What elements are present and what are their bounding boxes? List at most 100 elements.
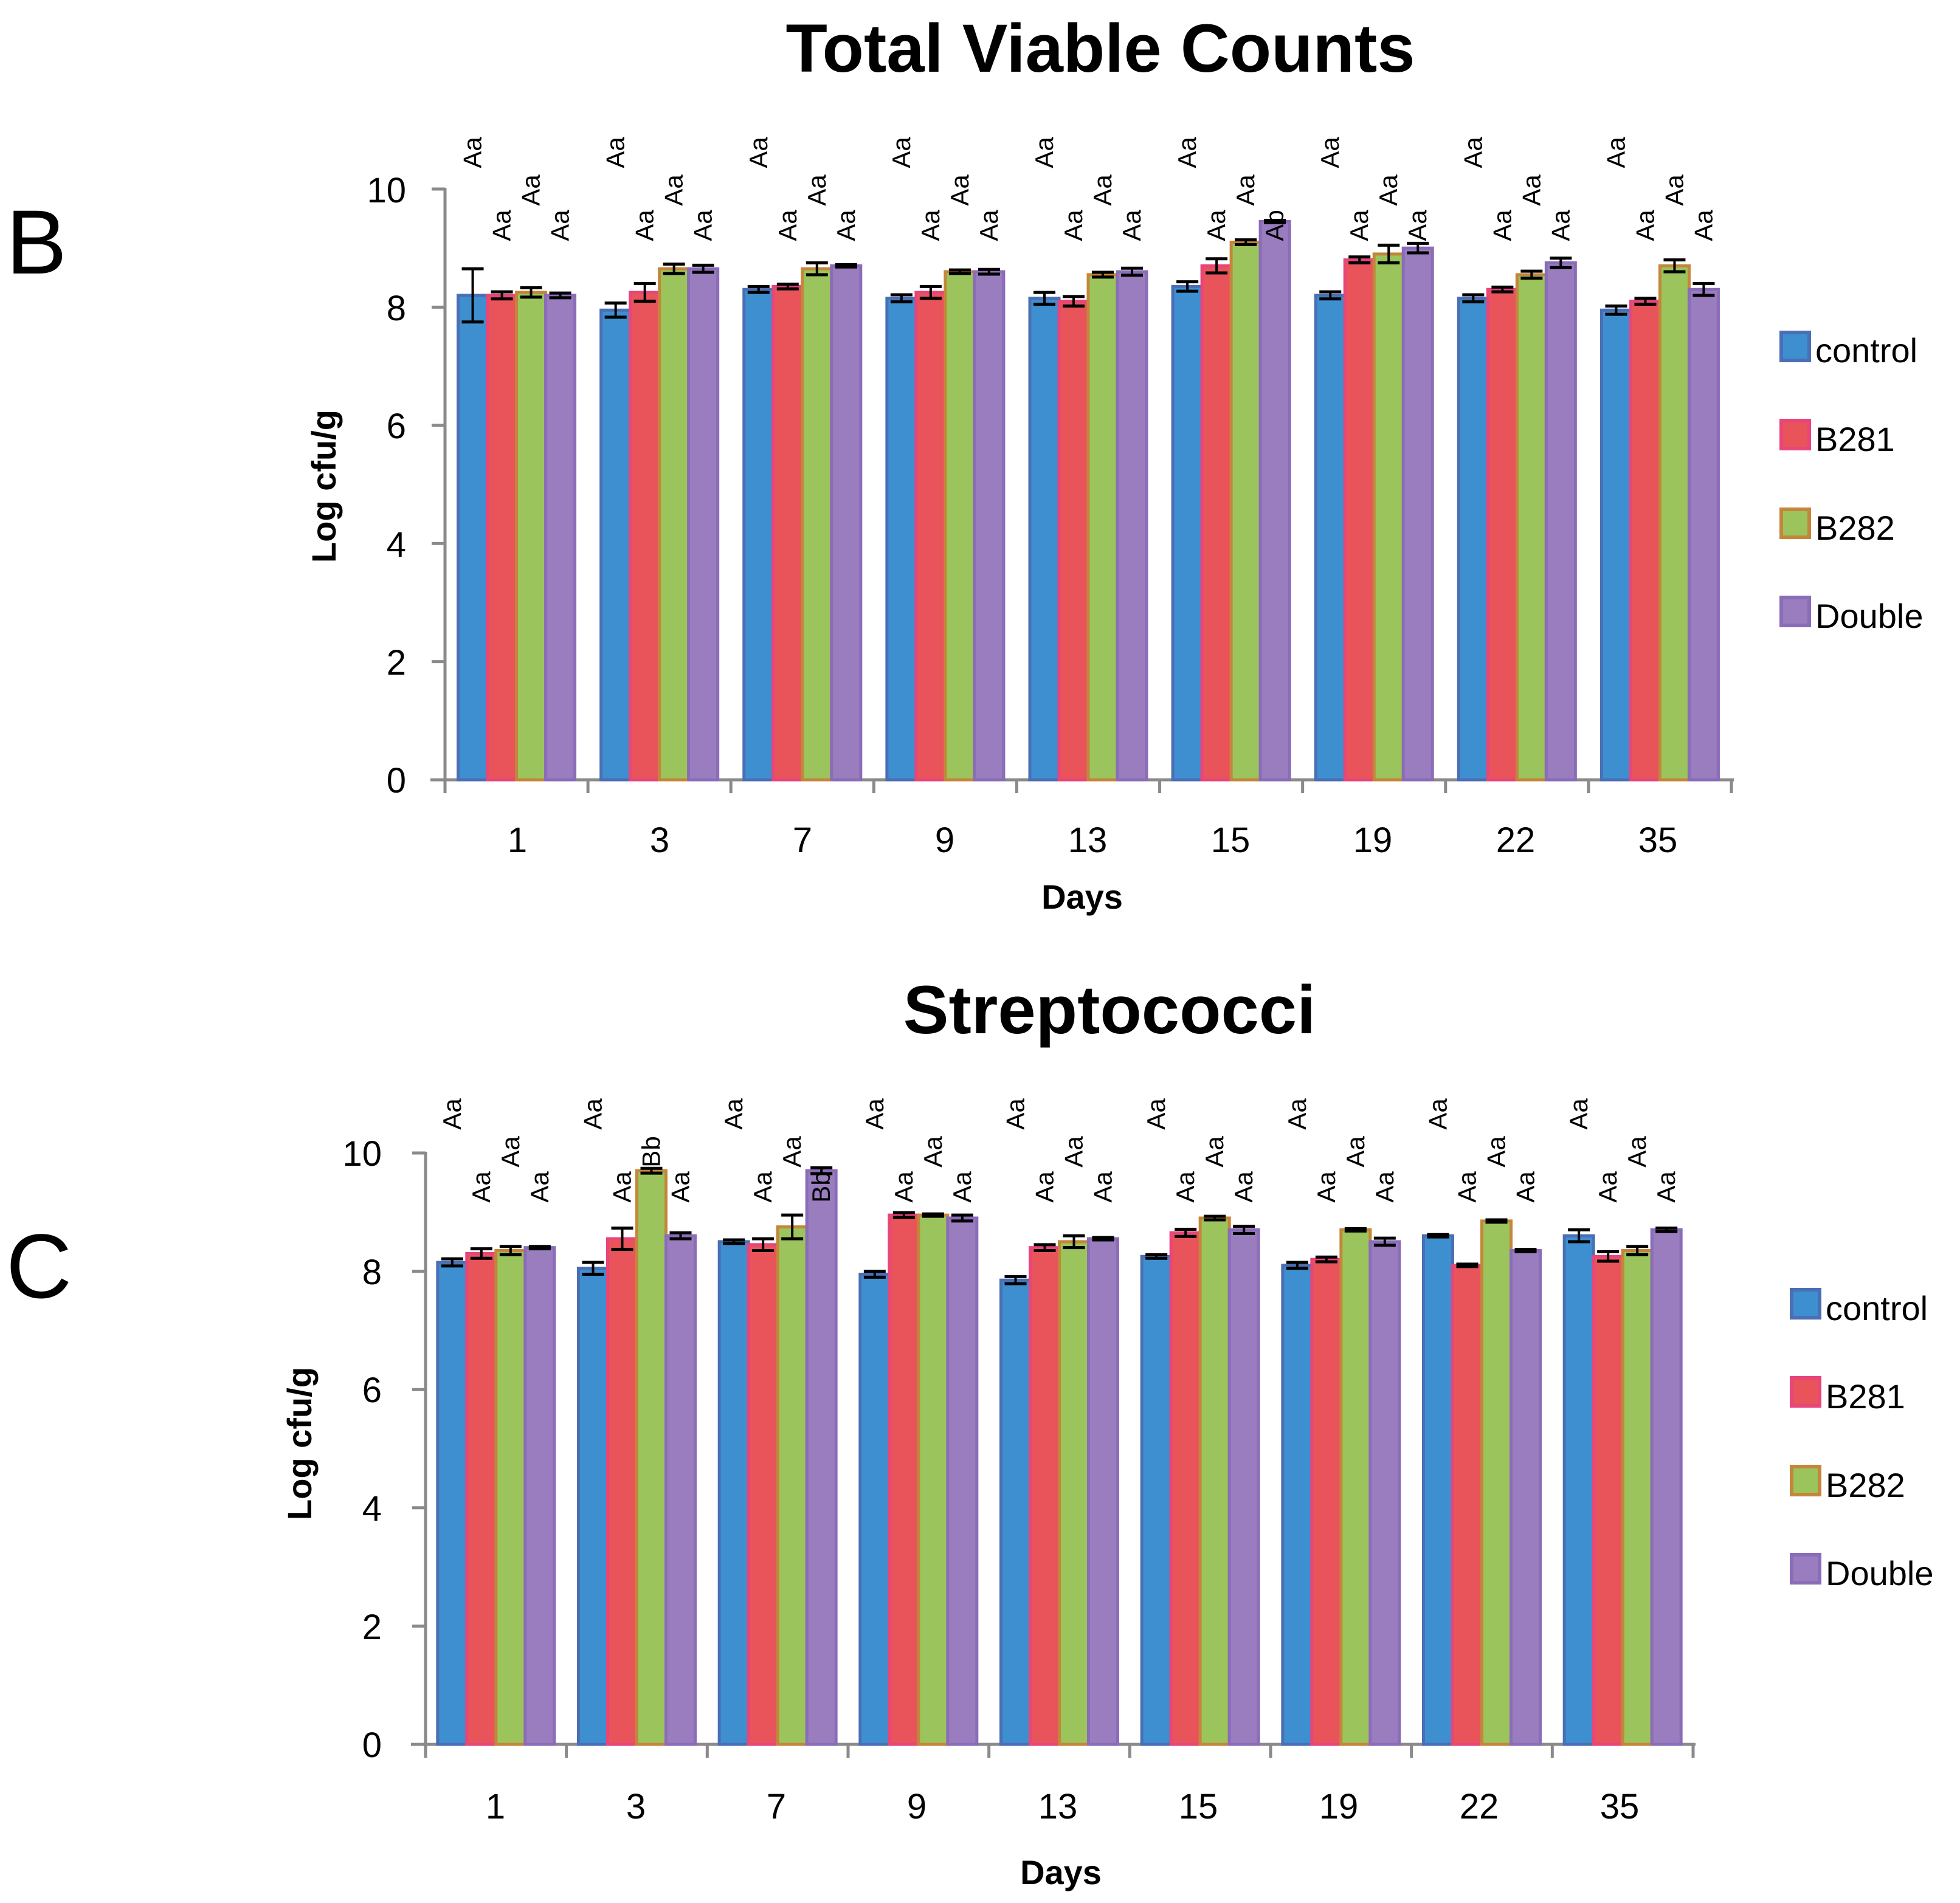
bar: [635, 1169, 668, 1746]
y-ticks-c: 0 2 4 6 8 10: [342, 1134, 382, 1765]
significance-label: Aa: [1059, 210, 1088, 241]
chart-panel-c: C Streptococci Log cfu/g Days 0 2 4 6 8 …: [6, 972, 1933, 1891]
bar: [515, 291, 548, 782]
bar: [917, 1213, 950, 1746]
bar: [606, 1237, 638, 1746]
legend-label-b282: B282: [1826, 1466, 1905, 1504]
bar: [1451, 1264, 1483, 1746]
x-ticks-c: 1 3 7 9 13 15 19 22 35: [486, 1787, 1639, 1826]
bar: [523, 1246, 556, 1746]
bar: [1457, 297, 1489, 782]
bar: [664, 1234, 697, 1746]
significance-label: Aa: [1564, 1098, 1593, 1130]
bar: [1368, 1240, 1401, 1746]
significance-label: Aa: [1593, 1171, 1622, 1203]
legend-label-control: control: [1815, 331, 1917, 370]
significance-label: Aa: [1312, 1171, 1341, 1203]
significance-label: Aa: [458, 137, 487, 168]
bar: [1339, 1228, 1372, 1746]
x-axis-title-b: Days: [1041, 878, 1123, 916]
significance-label: Aa: [1345, 210, 1373, 241]
significance-label: Aa: [1652, 1171, 1680, 1203]
bar: [486, 294, 519, 782]
significance-label: Aa: [601, 137, 630, 168]
bar: [494, 1249, 527, 1746]
bar: [1281, 1264, 1314, 1746]
x-tick-label: 19: [1353, 821, 1393, 860]
significance-label: Aa: [778, 1136, 806, 1168]
significance-label: Aa: [1511, 1171, 1540, 1203]
significance-label: Aa: [802, 174, 831, 206]
significance-label: Aa: [1623, 1136, 1651, 1168]
significance-label: Aa: [546, 210, 575, 241]
y-axis-title-b: Log cfu/g: [305, 410, 343, 563]
legend-label-b281: B281: [1815, 420, 1895, 458]
significance-label: Aa: [773, 210, 802, 241]
significance-label: Aa: [860, 1098, 889, 1130]
bar: [801, 267, 833, 782]
bar: [946, 1216, 979, 1746]
bar: [1422, 1234, 1454, 1746]
significance-label: Aa: [1341, 1136, 1370, 1168]
x-tick-label: 35: [1638, 821, 1678, 860]
significance-label: Aa: [438, 1098, 466, 1130]
significance-label: Aa: [666, 1171, 695, 1203]
significance-label: Aa: [1458, 137, 1487, 168]
bar: [805, 1169, 838, 1746]
bar: [1544, 261, 1577, 782]
y-tick-label: 6: [362, 1371, 382, 1410]
significance-label: Aa: [832, 210, 860, 241]
significance-label: Aa: [1453, 1171, 1482, 1203]
bar: [1171, 284, 1204, 782]
y-tick-label: 0: [362, 1726, 382, 1765]
y-tick-label: 4: [362, 1489, 382, 1529]
x-tick-label: 7: [767, 1787, 786, 1826]
significance-label: Aa: [1517, 174, 1545, 206]
y-tick-label: 2: [362, 1608, 382, 1647]
bar: [577, 1267, 609, 1746]
bar: [1486, 287, 1519, 782]
bar: [1028, 297, 1061, 782]
significance-label: Aa: [1060, 1136, 1088, 1168]
significance-label: Aa: [1200, 1136, 1229, 1168]
significance-label: Aa: [916, 210, 945, 241]
x-tick-label: 3: [650, 821, 669, 860]
significance-label: Aa: [689, 210, 717, 241]
legend-swatch-double: [1790, 1553, 1821, 1585]
bar: [944, 270, 976, 782]
x-tick-label: 9: [907, 1787, 927, 1826]
significance-label: Ab: [1260, 210, 1289, 241]
legend-swatch-double: [1779, 596, 1811, 627]
significance-label: Aa: [948, 1171, 976, 1203]
bar: [830, 264, 863, 782]
bar: [914, 291, 947, 782]
bar: [658, 267, 691, 782]
bar: [858, 1272, 891, 1746]
bar: [544, 294, 577, 782]
significance-label: Aa: [1283, 1098, 1311, 1130]
bar: [1658, 264, 1691, 782]
legend-label-b281: B281: [1826, 1377, 1905, 1416]
bar: [1086, 273, 1119, 782]
legend-swatch-b282: [1779, 508, 1811, 539]
significance-label: Aa: [1546, 210, 1575, 241]
legend-label-control: control: [1826, 1289, 1928, 1327]
significance-label: Aa: [579, 1098, 607, 1130]
panel-label-b: B: [6, 191, 67, 293]
significance-label: Aa: [1030, 1171, 1059, 1203]
significance-label: Aa: [748, 1171, 777, 1203]
y-tick-label: 10: [342, 1134, 382, 1174]
legend-label-b282: B282: [1815, 509, 1895, 547]
bar: [1198, 1216, 1231, 1746]
bar: [885, 297, 918, 782]
panel-label-c: C: [6, 1215, 72, 1317]
significance-label: Aa: [1117, 210, 1146, 241]
bar: [1562, 1234, 1595, 1746]
significance-label: Aa: [1403, 210, 1432, 241]
significance-label: Aa: [744, 137, 773, 168]
bar: [629, 291, 661, 782]
y-tick-label: 8: [362, 1253, 382, 1292]
x-tick-label: 1: [486, 1787, 505, 1826]
bar: [1200, 264, 1233, 782]
